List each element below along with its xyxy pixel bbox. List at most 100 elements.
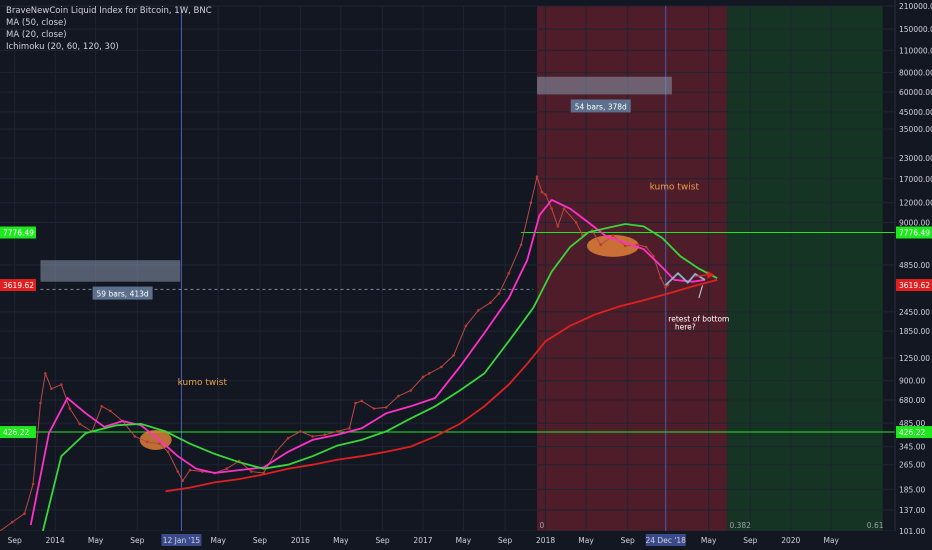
price-point bbox=[464, 324, 468, 328]
series-ma-50-close-[interactable] bbox=[42, 223, 718, 532]
y-tick-label: 101.00 bbox=[899, 527, 925, 536]
date-marker-bg bbox=[645, 534, 686, 546]
annotation-box-1 bbox=[570, 99, 631, 113]
y-tick-label: 12000.00 bbox=[899, 199, 932, 208]
x-tick-label: 2017 bbox=[413, 536, 432, 545]
x-tick-label: Sep bbox=[253, 536, 267, 545]
price-point bbox=[158, 442, 161, 445]
x-tick-label: 24 Dec '18 bbox=[646, 536, 687, 545]
price-point bbox=[109, 409, 112, 413]
indicator-ma50[interactable]: MA (50, close) bbox=[6, 18, 67, 28]
price-tag-label: 3619.62 bbox=[899, 281, 930, 290]
x-tick-label: 2014 bbox=[46, 536, 65, 545]
price-tag-left-2 bbox=[0, 426, 36, 439]
x-tick-label: Sep bbox=[621, 536, 635, 545]
price-tag-left-0 bbox=[0, 226, 36, 239]
price-point bbox=[23, 512, 26, 515]
price-tag-2 bbox=[896, 426, 932, 439]
price-point bbox=[78, 422, 81, 426]
y-tick-label: 4850.00 bbox=[899, 261, 930, 270]
annotation-3: kumo twist bbox=[650, 182, 700, 192]
annotation-2: kumo twist bbox=[178, 378, 228, 388]
price-point bbox=[497, 292, 501, 295]
price-point bbox=[354, 401, 357, 405]
price-point bbox=[507, 271, 511, 275]
price-point bbox=[599, 243, 603, 247]
price-tag-left-label: 426.22 bbox=[3, 428, 29, 437]
x-tick-label: 2018 bbox=[536, 536, 555, 545]
kumo-twist-highlight-2 bbox=[587, 234, 640, 257]
price-point bbox=[659, 276, 663, 280]
y-tick-label: 23000.00 bbox=[899, 154, 932, 163]
y-tick-label: 60000.00 bbox=[899, 88, 932, 97]
price-point bbox=[299, 430, 302, 433]
price-point bbox=[427, 372, 431, 375]
x-tick-label: May bbox=[578, 536, 594, 545]
y-tick-label: 150000.00 bbox=[899, 25, 932, 34]
indicator-ma20[interactable]: MA (20, close) bbox=[6, 30, 67, 40]
y-tick-label: 485.00 bbox=[899, 419, 925, 428]
y-tick-label: 185.00 bbox=[899, 485, 925, 494]
price-tag-0 bbox=[896, 226, 932, 239]
y-tick-label: 1850.00 bbox=[899, 327, 930, 336]
y-tick-label: 80000.00 bbox=[899, 68, 932, 77]
price-tag-left-label: 7776.49 bbox=[3, 228, 34, 237]
indicator-ichimoku[interactable]: Ichimoku (20, 60, 120, 30) bbox=[6, 42, 119, 52]
price-point bbox=[68, 407, 72, 410]
y-tick-label: 9000.00 bbox=[899, 218, 930, 227]
price-point bbox=[409, 389, 413, 392]
price-point bbox=[519, 243, 523, 247]
price-point bbox=[176, 470, 180, 473]
price-point bbox=[556, 225, 560, 228]
price-point bbox=[562, 207, 566, 210]
x-tick-label: Sep bbox=[498, 536, 512, 545]
price-point bbox=[166, 450, 170, 454]
price-point bbox=[133, 435, 137, 438]
price-point bbox=[50, 387, 53, 391]
x-tick-label: 2020 bbox=[781, 536, 800, 545]
x-tick-label: Sep bbox=[743, 536, 757, 545]
price-point bbox=[311, 435, 314, 438]
y-tick-label: 17000.00 bbox=[899, 175, 932, 184]
price-point bbox=[323, 433, 327, 437]
kumo-twist-highlight-1 bbox=[139, 429, 172, 450]
annotation-5: here? bbox=[675, 323, 696, 332]
x-tick-label: 2016 bbox=[291, 536, 310, 545]
price-point bbox=[397, 394, 400, 398]
y-tick-label: 210000.00 bbox=[899, 2, 932, 11]
y-tick-label: 35000.00 bbox=[899, 125, 932, 134]
x-tick-label: May bbox=[333, 536, 349, 545]
x-tick-label: Sep bbox=[130, 536, 144, 545]
price-point bbox=[39, 401, 42, 405]
price-point bbox=[452, 354, 455, 357]
price-point bbox=[540, 190, 544, 194]
price-point bbox=[535, 175, 539, 179]
price-tag-1 bbox=[896, 279, 932, 292]
y-tick-label: 345.00 bbox=[899, 443, 925, 452]
x-tick-label: May bbox=[823, 536, 839, 545]
zone-label-2: 0.61 bbox=[867, 521, 884, 530]
price-point bbox=[664, 286, 668, 289]
x-tick-label: Sep bbox=[375, 536, 389, 545]
annotation-box-0 bbox=[92, 286, 153, 300]
price-point bbox=[286, 436, 290, 440]
y-tick-label: 265.00 bbox=[899, 461, 925, 470]
price-point bbox=[360, 399, 363, 403]
series-baseline[interactable] bbox=[165, 279, 718, 493]
price-point bbox=[489, 301, 492, 304]
x-tick-label: May bbox=[701, 536, 717, 545]
x-tick-label: May bbox=[88, 536, 104, 545]
price-point bbox=[225, 467, 229, 471]
annotation-4: retest of bottom bbox=[668, 314, 729, 323]
price-point bbox=[10, 520, 14, 524]
price-point bbox=[550, 207, 554, 210]
range-box-1[interactable] bbox=[40, 260, 181, 282]
retest-arrow bbox=[698, 285, 703, 299]
range-box-2[interactable] bbox=[537, 76, 672, 95]
y-tick-label: 1250.00 bbox=[899, 354, 930, 363]
price-point bbox=[335, 430, 339, 433]
chart-title: BraveNewCoin Liquid Index for Bitcoin, 1… bbox=[6, 6, 212, 16]
price-point bbox=[644, 245, 648, 249]
